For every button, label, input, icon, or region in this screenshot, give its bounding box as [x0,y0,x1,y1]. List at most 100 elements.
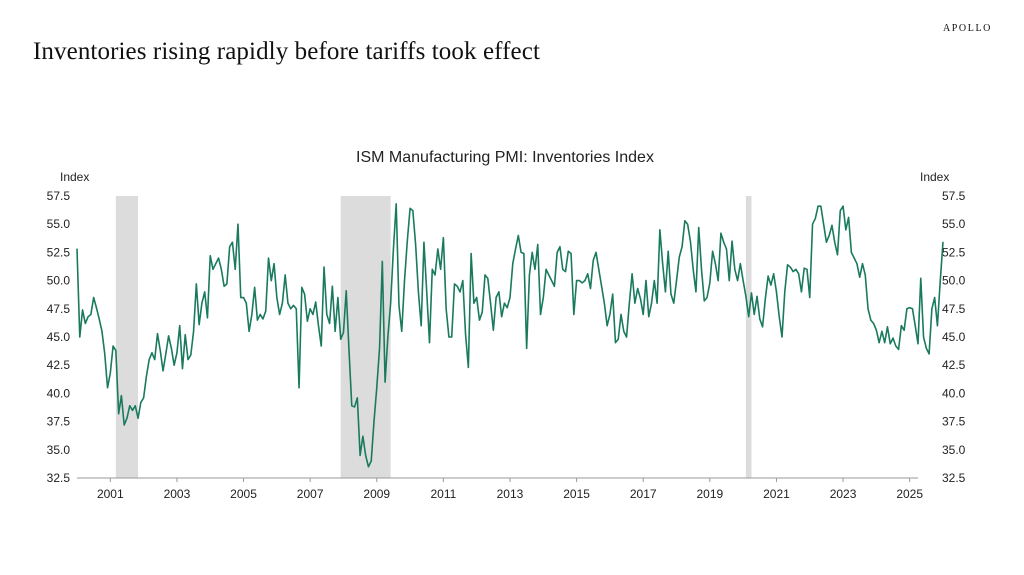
x-tick-label: 2013 [497,487,524,501]
data-point [492,329,494,331]
data-point [306,320,308,322]
data-point [131,409,134,411]
data-point [170,347,172,349]
data-point [872,322,875,325]
data-point [509,296,511,299]
data-point [84,322,86,325]
data-point [614,342,617,344]
data-point [795,268,797,270]
data-point [279,313,281,316]
y-tick-label-left: 47.5 [47,302,71,316]
data-point [162,370,164,372]
data-point [775,291,778,293]
data-point [717,280,719,282]
data-point [234,268,236,270]
data-point [650,302,653,304]
data-point [653,280,655,282]
y-tick-label-right: 45.0 [942,330,966,344]
data-point [98,318,100,320]
data-point [412,210,414,212]
y-tick-label-left: 32.5 [47,471,71,485]
data-point [903,329,905,331]
data-point [778,316,780,318]
data-point [265,310,267,312]
data-point [759,318,761,320]
y-tick-label-right: 57.5 [942,189,966,203]
data-point [792,270,794,273]
data-point [348,349,350,352]
data-point [781,336,783,338]
data-point [811,223,814,225]
data-point [320,345,322,347]
data-point [695,291,697,293]
data-point [464,334,467,336]
y-tick-label-right: 37.5 [942,415,966,429]
data-point [603,302,605,304]
data-point [567,250,569,252]
data-point [281,302,283,304]
series-line-inventories-index [76,203,944,468]
data-point [939,281,941,283]
data-point [345,290,347,292]
data-point [470,252,472,255]
data-point [112,345,114,347]
data-point [670,293,672,295]
data-point [664,291,667,293]
data-point [223,285,225,287]
y-tick-label-left: 37.5 [47,415,71,429]
data-point [140,401,142,404]
data-point [378,347,381,349]
data-point [159,349,161,352]
data-point [617,338,619,340]
y-tick-label-left: 40.0 [47,386,71,400]
data-point [428,342,431,344]
recession-bands [115,196,752,478]
data-point [212,268,214,270]
data-point [767,275,769,277]
data-point [298,387,300,389]
data-point [770,284,772,286]
data-point [800,291,803,293]
data-point [734,268,736,270]
data-point [825,241,828,243]
data-point [120,395,123,397]
slide-title: Inventories rising rapidly before tariff… [33,38,540,65]
data-point [712,250,714,252]
data-point [106,387,109,389]
data-point [637,287,639,290]
data-point [437,248,439,250]
data-point [689,240,692,242]
data-point [564,270,567,273]
data-point [489,302,492,304]
data-point [179,325,181,327]
data-point [484,274,486,276]
data-point [270,280,272,282]
data-point [101,330,103,332]
data-point [301,286,303,288]
data-point [273,263,275,265]
data-point [620,313,622,316]
data-point [501,316,503,318]
data-point [195,283,197,285]
data-point [467,366,469,369]
data-point [914,325,916,327]
data-point [237,223,239,225]
data-point [187,358,189,361]
data-point [154,358,156,361]
data-point [773,273,775,275]
data-point [381,260,383,263]
data-point [836,254,839,256]
data-point [254,286,256,288]
data-point [337,296,339,299]
x-tick-label: 2001 [97,487,124,501]
data-point [442,237,444,239]
data-point [678,256,680,258]
data-point [739,263,741,265]
data-point [376,387,378,389]
x-tick-label: 2019 [696,487,723,501]
data-point [287,302,289,304]
x-tick-label: 2005 [230,487,257,501]
x-tick-label: 2003 [164,487,191,501]
data-point [506,307,508,309]
data-point [889,343,891,345]
